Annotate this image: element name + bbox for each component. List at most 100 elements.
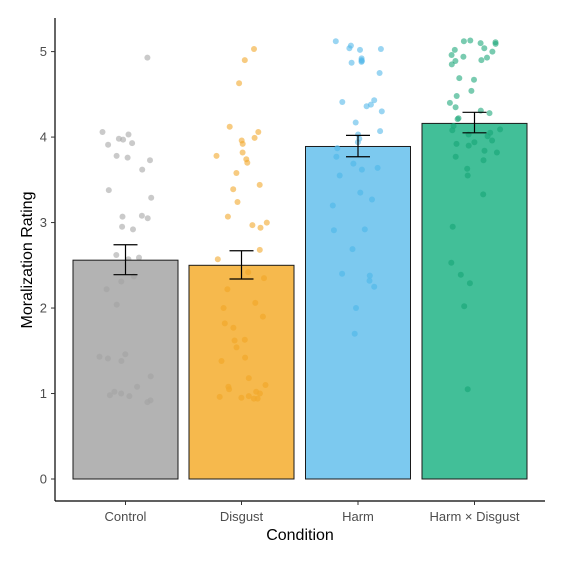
data-point: [448, 61, 455, 68]
data-point: [96, 353, 103, 360]
data-point: [492, 40, 499, 47]
data-point: [233, 344, 240, 351]
data-point: [477, 40, 484, 47]
data-point: [226, 386, 233, 393]
data-point: [144, 54, 151, 61]
data-point: [230, 324, 237, 331]
data-point: [245, 375, 252, 382]
data-point: [489, 48, 496, 55]
data-point: [113, 301, 120, 308]
data-point: [147, 157, 153, 164]
data-point: [464, 165, 471, 172]
data-point: [452, 104, 459, 111]
data-point: [129, 140, 136, 147]
data-point: [465, 142, 472, 149]
data-point: [497, 126, 504, 133]
data-point: [358, 166, 365, 173]
error-bar-3: [462, 111, 487, 134]
data-point: [451, 46, 458, 53]
data-point: [134, 383, 141, 390]
data-point: [105, 141, 112, 148]
data-point: [250, 395, 257, 402]
data-point: [230, 186, 237, 193]
data-point: [139, 166, 146, 173]
bar-1: [188, 264, 295, 480]
data-point: [336, 172, 343, 179]
data-point: [262, 382, 269, 388]
x-ticks: Control Disgust Harm Harm × Disgust: [105, 501, 520, 524]
data-point: [263, 219, 270, 226]
data-point: [333, 153, 340, 160]
data-point: [376, 70, 383, 76]
data-point: [105, 187, 112, 194]
data-point: [113, 152, 120, 159]
data-point: [348, 59, 355, 66]
data-point: [371, 97, 378, 104]
data-point: [124, 154, 131, 161]
data-point: [126, 393, 133, 400]
data-point: [104, 355, 111, 362]
data-point: [456, 75, 463, 82]
x-tick-label: Harm × Disgust: [430, 509, 520, 524]
data-point: [106, 392, 113, 399]
y-tick-label: 3: [40, 215, 47, 230]
data-point: [334, 145, 341, 152]
data-point: [461, 303, 468, 310]
data-point: [259, 313, 266, 320]
data-point: [233, 170, 240, 176]
error-bars: [113, 111, 487, 280]
error-bar-0: [113, 244, 138, 276]
bar-2: [305, 145, 411, 480]
data-point: [245, 393, 252, 400]
x-tick-label: Disgust: [220, 509, 264, 524]
data-point: [238, 394, 245, 401]
data-point: [252, 299, 259, 306]
data-point: [480, 157, 487, 164]
data-point: [241, 57, 248, 64]
data-point: [118, 390, 125, 397]
data-point: [464, 386, 471, 393]
data-point: [220, 305, 227, 311]
y-tick-label: 1: [40, 386, 47, 401]
data-point: [213, 152, 220, 159]
data-point: [453, 93, 460, 99]
data-point: [493, 149, 500, 156]
jitter-points-front: [96, 123, 504, 406]
y-ticks: 0 1 2 3 4 5: [40, 44, 55, 487]
data-point: [329, 202, 336, 209]
data-point: [118, 358, 125, 364]
data-point: [111, 388, 118, 395]
bar-3: [421, 122, 528, 480]
data-point: [358, 58, 365, 65]
data-point: [118, 278, 125, 285]
data-point: [103, 286, 110, 293]
data-point: [241, 336, 248, 343]
bars: [72, 122, 528, 480]
data-point: [457, 271, 464, 278]
data-point: [332, 38, 339, 45]
data-point: [484, 133, 491, 140]
data-point: [448, 52, 455, 58]
data-point: [352, 119, 359, 126]
data-point: [369, 196, 375, 203]
data-point: [256, 181, 263, 188]
data-point: [377, 46, 384, 52]
data-point: [119, 213, 126, 220]
y-tick-label: 0: [40, 472, 47, 487]
data-point: [363, 103, 370, 110]
data-point: [357, 189, 364, 196]
data-point: [244, 159, 251, 166]
data-point: [125, 131, 132, 138]
data-point: [453, 140, 460, 147]
data-point: [255, 129, 262, 135]
data-point: [251, 134, 258, 141]
jitter-points: [99, 37, 499, 263]
data-point: [147, 373, 154, 380]
data-point: [216, 393, 223, 400]
data-point: [471, 76, 477, 83]
data-point: [452, 153, 459, 160]
data-point: [481, 147, 488, 154]
data-point: [468, 87, 475, 94]
data-point: [353, 305, 359, 311]
